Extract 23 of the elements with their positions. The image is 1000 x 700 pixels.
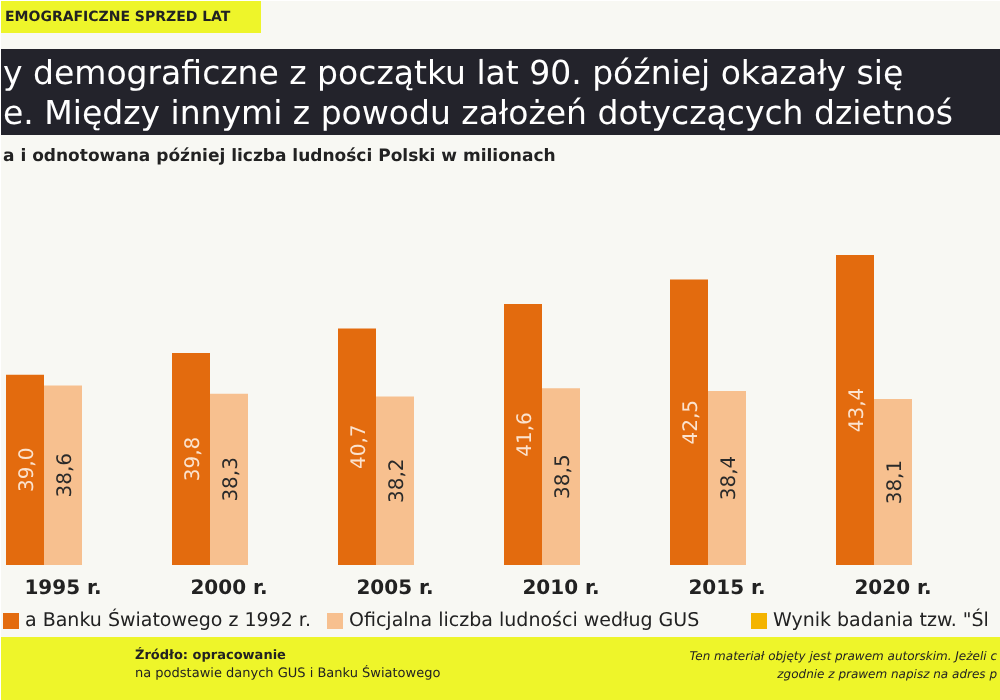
data-label: 41,6	[515, 412, 537, 457]
x-tick-label: 2020 r.	[854, 578, 932, 600]
data-label: 38,6	[55, 453, 77, 498]
data-label: 42,5	[681, 399, 703, 445]
data-label: 38,1	[885, 459, 907, 505]
chart-title: y demograficzne z początku lat 90. później okazały się e. Między innymi z powodu założeń dotyczących dzietnoś	[3, 54, 953, 132]
x-tick-label: 2015 r.	[688, 578, 766, 600]
data-label: 39,8	[183, 436, 205, 482]
data-label: 43,4	[847, 387, 869, 433]
data-label: 38,4	[719, 455, 741, 501]
legend-label: a Banku Światowego z 1992 r.	[25, 608, 311, 632]
data-label: 38,2	[387, 458, 409, 503]
data-label: 38,3	[221, 457, 243, 502]
legend-label: Wynik badania tzw. "Śl	[773, 608, 989, 632]
x-tick-label: 1995 r.	[24, 578, 102, 600]
chart-subtitle: a i odnotowana później liczba ludności Polski w milionach	[3, 147, 556, 167]
data-label: 39,0	[17, 447, 39, 493]
legend-label: Oficjalna liczba ludności według GUS	[349, 610, 700, 632]
data-label: 38,5	[553, 454, 575, 499]
x-tick-label: 2000 r.	[190, 578, 268, 600]
x-tick-label: 2010 r.	[522, 578, 600, 600]
data-label: 40,7	[349, 424, 371, 469]
x-tick-label: 2005 r.	[356, 578, 434, 600]
